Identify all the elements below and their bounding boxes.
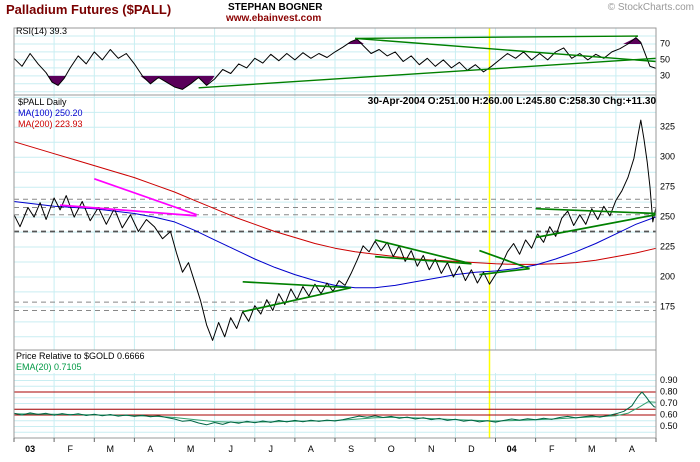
- green-trendline: [375, 255, 472, 265]
- y-axis-tick-label: 0.70: [660, 398, 678, 408]
- green-trendline: [374, 239, 472, 265]
- green-trendline: [242, 286, 352, 313]
- x-axis-label: M: [187, 444, 195, 454]
- x-axis-label: A: [629, 444, 635, 454]
- copyright-text: © StockCharts.com: [607, 2, 694, 13]
- magenta-trendline: [94, 177, 197, 216]
- x-axis-label: N: [428, 444, 435, 454]
- x-axis-label: O: [388, 444, 395, 454]
- y-axis-tick-label: 200: [660, 271, 675, 281]
- ohlc-readout: 30-Apr-2004 O:251.00 H:260.00 L:245.80 C…: [367, 96, 656, 107]
- ma100-line: [13, 201, 657, 289]
- x-axis-label: A: [147, 444, 153, 454]
- y-axis-tick-label: 325: [660, 122, 675, 132]
- ma100-legend: MA(100) 250.20: [18, 108, 83, 118]
- y-axis-tick-label: 0.80: [660, 386, 678, 396]
- green-trendline: [535, 207, 657, 215]
- green-trendline: [242, 280, 352, 289]
- y-axis-tick-label: 250: [660, 211, 675, 221]
- author-name: STEPHAN BOGNER: [228, 2, 323, 13]
- y-axis-tick-label: 300: [660, 152, 675, 162]
- price-line: [13, 119, 657, 341]
- rsi-indicator-label: RSI(14) 39.3: [16, 26, 68, 36]
- y-axis-tick-label: 175: [660, 301, 675, 311]
- green-trendline: [535, 213, 657, 239]
- x-axis-label: J: [228, 444, 233, 454]
- rsi-extreme-fill: [347, 39, 364, 44]
- x-axis-label: M: [588, 444, 596, 454]
- x-axis-label: A: [308, 444, 314, 454]
- ema20-legend: EMA(20) 0.7105: [16, 362, 82, 372]
- rsi-line: [13, 37, 657, 90]
- chart-title: Palladium Futures ($PALL): [6, 2, 172, 17]
- magenta-trendline: [60, 204, 197, 217]
- rsi-trendline: [355, 37, 657, 63]
- y-axis-tick-label: 30: [660, 70, 670, 80]
- y-axis-tick-label: 50: [660, 54, 670, 64]
- x-axis-label: F: [67, 444, 73, 454]
- author-website-link[interactable]: www.ebainvest.com: [226, 13, 322, 24]
- x-axis-label: D: [468, 444, 475, 454]
- x-axis-label: M: [107, 444, 115, 454]
- ma200-line: [13, 141, 657, 265]
- y-axis-tick-label: 275: [660, 182, 675, 192]
- rsi-trendline: [198, 57, 657, 89]
- x-axis-label: 03: [25, 444, 35, 454]
- green-trendline: [479, 249, 530, 270]
- rsi-trendline: [355, 35, 638, 40]
- symbol-label: $PALL Daily: [18, 97, 67, 107]
- rsi-extreme-fill: [48, 75, 67, 86]
- y-axis-tick-label: 0.90: [660, 375, 678, 385]
- y-axis-tick-label: 0.60: [660, 409, 678, 419]
- relative-strength-line: [13, 391, 657, 426]
- x-axis-label: J: [269, 444, 274, 454]
- y-axis-tick-label: 225: [660, 241, 675, 251]
- x-axis-label: S: [348, 444, 354, 454]
- x-axis-label: 04: [507, 444, 517, 454]
- price-relative-label: Price Relative to $GOLD 0.6666: [16, 351, 145, 361]
- y-axis-tick-label: 0.50: [660, 421, 678, 431]
- y-axis-tick-label: 70: [660, 38, 670, 48]
- x-axis-label: F: [549, 444, 555, 454]
- ma200-legend: MA(200) 223.93: [18, 119, 83, 129]
- green-trendline: [479, 267, 530, 276]
